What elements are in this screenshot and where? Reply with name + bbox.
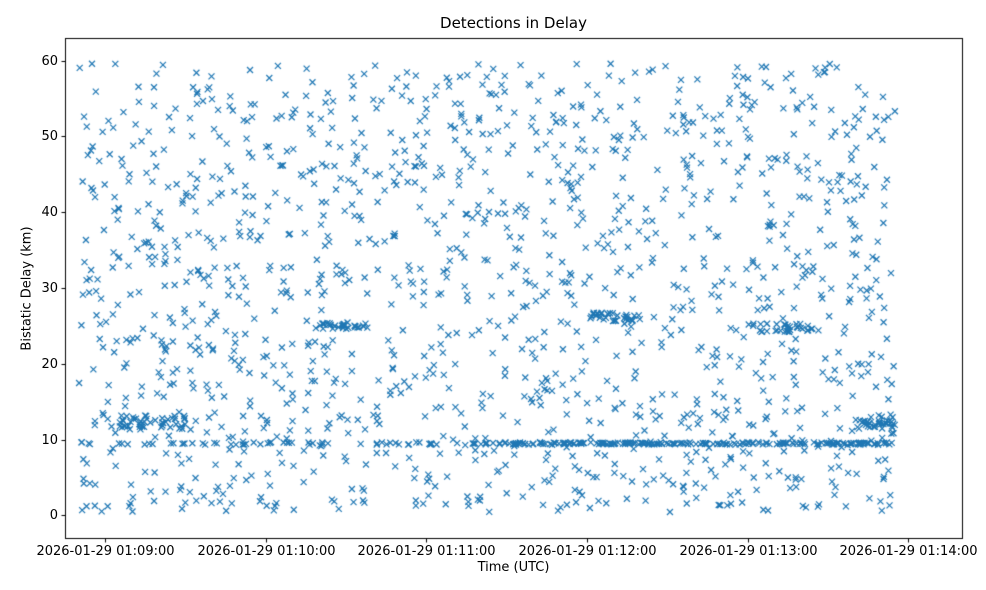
y-tick-label: 50 <box>41 128 58 144</box>
y-tick-label: 10 <box>41 432 58 448</box>
x-tick-label: 2026-01-29 01:12:00 <box>518 544 657 559</box>
x-tick-label: 2026-01-29 01:14:00 <box>839 544 978 559</box>
x-axis-label: Time (UTC) <box>477 560 550 575</box>
y-tick-label: 0 <box>49 507 58 523</box>
y-tick-label: 40 <box>41 204 58 220</box>
x-tick-label: 2026-01-29 01:09:00 <box>36 544 175 559</box>
x-tick-label: 2026-01-29 01:10:00 <box>197 544 336 559</box>
x-tick-label: 2026-01-29 01:11:00 <box>357 544 496 559</box>
chart-title: Detections in Delay <box>440 14 587 32</box>
y-tick-label: 20 <box>41 356 58 372</box>
y-tick-label: 30 <box>41 280 58 296</box>
y-tick-label: 60 <box>41 53 58 69</box>
x-tick-label: 2026-01-29 01:13:00 <box>679 544 818 559</box>
